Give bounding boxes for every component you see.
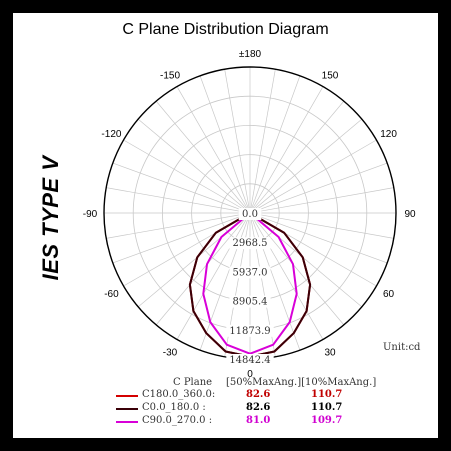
grid-spoke [224, 69, 251, 214]
angle-label: -120 [101, 129, 121, 140]
grid-spoke [249, 75, 301, 214]
grid-spoke [249, 139, 377, 214]
grid-spoke [249, 86, 324, 214]
grid-spoke [199, 75, 251, 214]
grid-spoke [155, 100, 251, 214]
grid-spoke [249, 187, 394, 214]
grid-spoke [176, 86, 251, 214]
angle-label: -90 [83, 209, 98, 220]
grid-spoke [176, 212, 251, 340]
grid-spoke [249, 100, 345, 214]
grid-spoke [137, 118, 251, 214]
angle-label: -30 [163, 348, 178, 359]
grid-spoke [249, 212, 345, 326]
radial-label-bg [226, 324, 274, 337]
grid-spoke [106, 187, 251, 214]
angle-label: ±180 [239, 49, 262, 60]
radial-label: 11873.9 [229, 326, 270, 337]
grid-spoke [112, 162, 251, 214]
grid-spoke [112, 212, 251, 264]
angle-label: 90 [404, 209, 416, 220]
radial-label: 0.0 [242, 209, 258, 220]
radial-label: 14842.4 [229, 355, 270, 366]
unit-label: Unit:cd [383, 342, 421, 353]
grid-spoke [249, 212, 301, 351]
grid-spoke [155, 212, 251, 326]
angle-label: -150 [160, 70, 180, 81]
radial-label: 5937.0 [233, 267, 268, 278]
grid-spoke [123, 139, 251, 214]
angle-label: 0 [247, 369, 253, 380]
series-line-2 [202, 212, 298, 355]
angle-label: 150 [322, 70, 339, 81]
angle-label: 30 [324, 348, 336, 359]
chart-panel: C Plane Distribution Diagram IES TYPE V … [13, 13, 438, 438]
radial-label-bg [229, 295, 271, 308]
radial-label-bg [238, 208, 262, 220]
chart-title: C Plane Distribution Diagram [122, 21, 329, 38]
angle-label: 60 [383, 289, 395, 300]
radial-label-bg [229, 237, 271, 250]
grid-spoke [249, 212, 388, 264]
grid-spoke [249, 212, 324, 340]
radial-label-bg [229, 266, 271, 279]
grid-spoke [249, 162, 388, 214]
angle-label: -60 [104, 289, 119, 300]
grid-spoke [249, 212, 394, 239]
radial-label-bg [226, 354, 274, 366]
grid-spoke [249, 118, 363, 214]
radial-label: 8905.4 [233, 297, 268, 308]
grid-spoke [249, 69, 276, 214]
grid-spoke [199, 212, 251, 351]
angle-label: 120 [380, 129, 397, 140]
polar-chart: ±180 150 120 90 60 30 0 -30 -60 -90 -120 -150 0.0 296… [83, 49, 421, 380]
radial-label: 2968.5 [233, 238, 268, 249]
grid-spoke [106, 212, 251, 239]
